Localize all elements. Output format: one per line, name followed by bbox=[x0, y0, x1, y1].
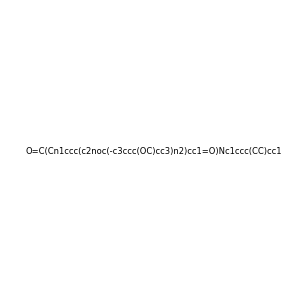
Text: O=C(Cn1ccc(c2noc(-c3ccc(OC)cc3)n2)cc1=O)Nc1ccc(CC)cc1: O=C(Cn1ccc(c2noc(-c3ccc(OC)cc3)n2)cc1=O)… bbox=[26, 147, 282, 156]
